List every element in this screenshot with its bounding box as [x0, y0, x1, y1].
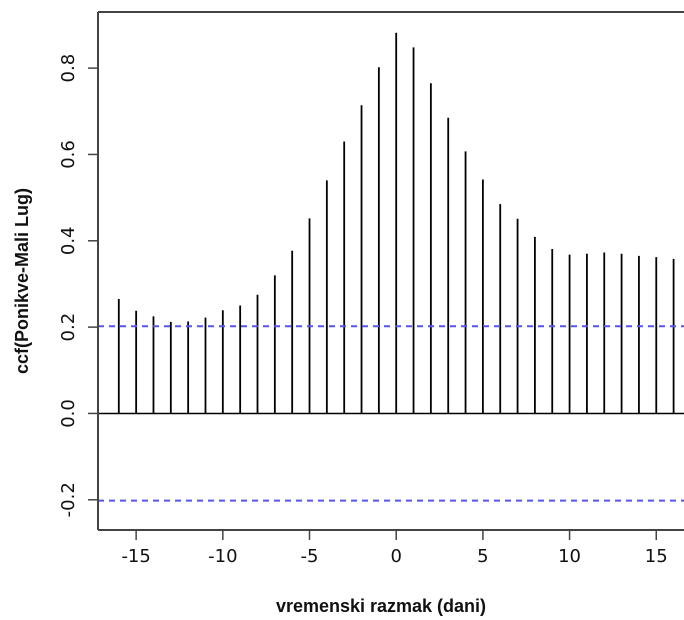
reference-lines-layer — [98, 325, 684, 502]
x-axis-title: vremenski razmak (dani) — [276, 596, 486, 616]
y-tick-label: -0.2 — [58, 482, 79, 517]
y-tick-label: 0.4 — [58, 226, 79, 255]
y-tick-label: 0.2 — [58, 313, 79, 342]
x-tick-label: 15 — [645, 546, 668, 567]
y-tick-label: 0.8 — [58, 54, 79, 83]
y-tick-label: 0.6 — [58, 140, 79, 169]
x-tick-label: -15 — [121, 546, 150, 567]
x-tick-label: 5 — [477, 546, 488, 567]
bars-layer — [117, 32, 675, 414]
x-tick-label: -5 — [301, 546, 319, 567]
axes-layer: -15 -10 -5 0 5 10 15 -0.2 0.0 0.2 0.4 0.6 0.8 — [58, 11, 684, 567]
y-axis-title: ccf(Ponikve-Mali Lug) — [12, 188, 32, 374]
y-tick-label: 0.0 — [58, 399, 79, 428]
x-tick-label: 10 — [558, 546, 581, 567]
x-tick-label: -10 — [208, 546, 237, 567]
x-tick-label: 0 — [390, 546, 401, 567]
